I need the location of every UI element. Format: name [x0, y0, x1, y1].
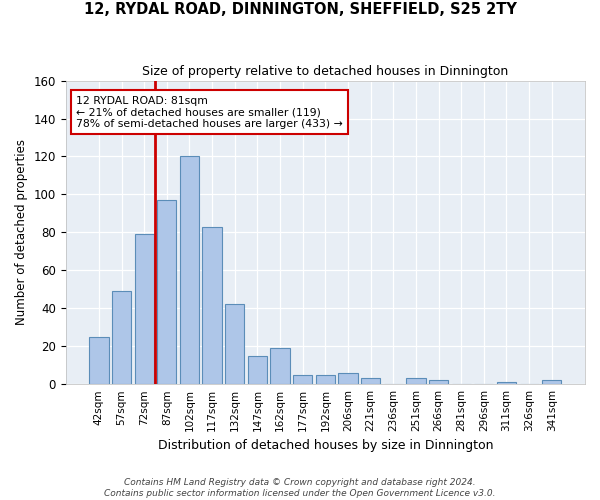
- Bar: [157, 200, 176, 384]
- Bar: [406, 378, 425, 384]
- Bar: [361, 378, 380, 384]
- Text: Contains HM Land Registry data © Crown copyright and database right 2024.
Contai: Contains HM Land Registry data © Crown c…: [104, 478, 496, 498]
- Bar: [338, 373, 358, 384]
- Bar: [202, 226, 222, 384]
- Y-axis label: Number of detached properties: Number of detached properties: [15, 140, 28, 326]
- Bar: [89, 336, 109, 384]
- Title: Size of property relative to detached houses in Dinnington: Size of property relative to detached ho…: [142, 65, 508, 78]
- Bar: [180, 156, 199, 384]
- Bar: [248, 356, 267, 384]
- Bar: [112, 291, 131, 384]
- X-axis label: Distribution of detached houses by size in Dinnington: Distribution of detached houses by size …: [158, 440, 493, 452]
- Bar: [542, 380, 562, 384]
- Text: 12, RYDAL ROAD, DINNINGTON, SHEFFIELD, S25 2TY: 12, RYDAL ROAD, DINNINGTON, SHEFFIELD, S…: [83, 2, 517, 18]
- Text: 12 RYDAL ROAD: 81sqm
← 21% of detached houses are smaller (119)
78% of semi-deta: 12 RYDAL ROAD: 81sqm ← 21% of detached h…: [76, 96, 343, 129]
- Bar: [271, 348, 290, 384]
- Bar: [293, 374, 313, 384]
- Bar: [497, 382, 516, 384]
- Bar: [429, 380, 448, 384]
- Bar: [316, 374, 335, 384]
- Bar: [134, 234, 154, 384]
- Bar: [225, 304, 244, 384]
